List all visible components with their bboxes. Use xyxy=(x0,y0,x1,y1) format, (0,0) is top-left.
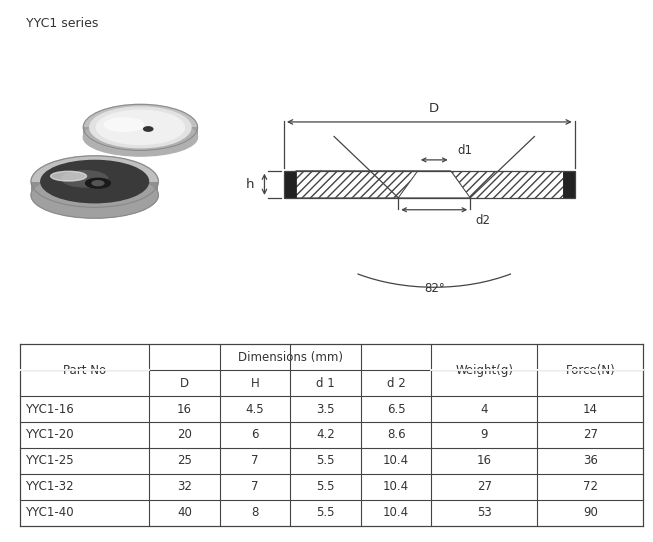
Text: D: D xyxy=(180,377,189,390)
Text: D: D xyxy=(429,102,439,115)
Text: 8.6: 8.6 xyxy=(387,429,406,441)
Ellipse shape xyxy=(97,111,185,144)
Polygon shape xyxy=(398,171,470,198)
Ellipse shape xyxy=(144,127,153,131)
Text: Force(N): Force(N) xyxy=(565,364,615,377)
Text: 6.5: 6.5 xyxy=(387,403,406,416)
Text: YYC1 series: YYC1 series xyxy=(26,17,99,30)
Text: h: h xyxy=(246,178,255,191)
Text: 16: 16 xyxy=(177,403,192,416)
Text: d2: d2 xyxy=(475,214,490,227)
Text: 90: 90 xyxy=(583,506,597,519)
Text: 9: 9 xyxy=(481,429,488,441)
Text: YYC1-25: YYC1-25 xyxy=(25,454,73,467)
Ellipse shape xyxy=(84,118,197,156)
Text: 10.4: 10.4 xyxy=(383,480,409,493)
Text: 8: 8 xyxy=(251,506,259,519)
Polygon shape xyxy=(84,127,197,137)
Text: 4.2: 4.2 xyxy=(316,429,335,441)
Text: 53: 53 xyxy=(477,506,492,519)
Text: YYC1-40: YYC1-40 xyxy=(25,506,73,519)
Text: 7: 7 xyxy=(251,454,259,467)
Text: 32: 32 xyxy=(177,480,192,493)
Text: d 1: d 1 xyxy=(316,377,335,390)
Text: 4.5: 4.5 xyxy=(246,403,264,416)
Text: 5.5: 5.5 xyxy=(316,506,335,519)
Ellipse shape xyxy=(84,104,197,151)
Text: 10.4: 10.4 xyxy=(383,506,409,519)
Ellipse shape xyxy=(92,180,104,185)
Ellipse shape xyxy=(31,156,158,208)
Text: 25: 25 xyxy=(177,454,192,467)
Ellipse shape xyxy=(31,172,158,218)
Text: 4: 4 xyxy=(481,403,488,416)
Text: d1: d1 xyxy=(457,144,472,157)
Polygon shape xyxy=(31,182,158,195)
Text: YYC1-16: YYC1-16 xyxy=(25,403,74,416)
Text: YYC1-32: YYC1-32 xyxy=(25,480,73,493)
Text: 3.5: 3.5 xyxy=(316,403,335,416)
Text: 40: 40 xyxy=(177,506,192,519)
Ellipse shape xyxy=(50,171,86,181)
Polygon shape xyxy=(284,171,575,198)
Polygon shape xyxy=(296,171,418,198)
Ellipse shape xyxy=(86,178,110,188)
Ellipse shape xyxy=(62,171,108,187)
Text: Dimensions (mm): Dimensions (mm) xyxy=(238,351,343,364)
Text: Weight(g): Weight(g) xyxy=(455,364,513,377)
Text: 5.5: 5.5 xyxy=(316,480,335,493)
Text: 36: 36 xyxy=(583,454,597,467)
Text: 82°: 82° xyxy=(424,282,445,295)
Ellipse shape xyxy=(90,107,191,147)
Text: Part No: Part No xyxy=(63,364,106,377)
Polygon shape xyxy=(284,171,296,198)
Ellipse shape xyxy=(104,118,144,131)
Text: 7: 7 xyxy=(251,480,259,493)
Text: 14: 14 xyxy=(582,403,597,416)
Text: 16: 16 xyxy=(477,454,492,467)
Text: 6: 6 xyxy=(251,429,259,441)
Text: 27: 27 xyxy=(477,480,492,493)
Text: H: H xyxy=(251,377,259,390)
Text: 27: 27 xyxy=(582,429,597,441)
Text: 20: 20 xyxy=(177,429,192,441)
Text: YYC1-20: YYC1-20 xyxy=(25,429,73,441)
Text: 10.4: 10.4 xyxy=(383,454,409,467)
Ellipse shape xyxy=(40,160,149,203)
Text: d 2: d 2 xyxy=(387,377,406,390)
Text: 72: 72 xyxy=(582,480,597,493)
Polygon shape xyxy=(563,171,575,198)
Polygon shape xyxy=(451,171,563,198)
Text: 5.5: 5.5 xyxy=(316,454,335,467)
